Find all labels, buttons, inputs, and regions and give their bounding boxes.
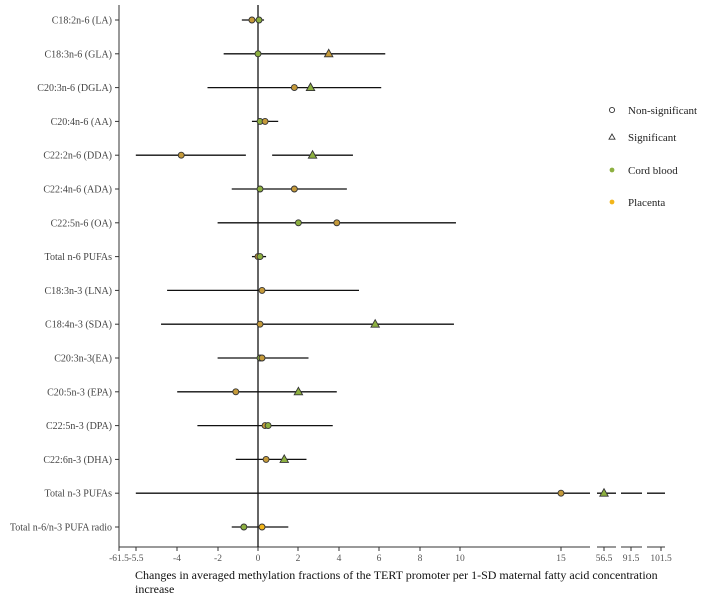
forest-row: [235, 453, 307, 463]
x-tick-label: -4: [173, 554, 181, 564]
x-tick-label: 101.5: [650, 554, 672, 564]
x-tick-label: 91.5: [623, 554, 640, 564]
legend-label: Cord blood: [628, 165, 678, 177]
forest-row: [167, 286, 359, 294]
forest-row: [177, 386, 337, 396]
x-axis-title: Changes in averaged methylation fraction…: [135, 568, 658, 596]
x-tick-label: -5.5: [128, 554, 143, 564]
forest-row: [231, 185, 347, 193]
legend-dot-symbol: [609, 167, 615, 173]
row-label: C20:5n-3 (EPA): [47, 387, 112, 398]
forest-row: [135, 149, 353, 159]
row-label: C22:5n-3 (DPA): [46, 421, 112, 432]
axis-break: [642, 545, 647, 549]
non-significant-point: [255, 16, 263, 24]
x-tick-label: 0: [256, 554, 261, 564]
x-tick-label: 15: [556, 554, 566, 564]
row-label: C18:3n-3 (LNA): [45, 286, 113, 297]
x-tick-label: 6: [377, 554, 382, 564]
non-significant-point: [177, 151, 185, 159]
axis-break-marks: [590, 545, 647, 549]
axis-break: [590, 545, 597, 549]
non-significant-point: [256, 320, 264, 328]
forest-row: [207, 82, 382, 92]
x-axis-ticks: -61.5 -5.5 -4 -2 0 2 4 6 8 10 15 56.5 91.5 101.5: [109, 547, 672, 564]
x-tick-label: 2: [296, 554, 301, 564]
row-label: C20:3n-6 (DGLA): [37, 83, 112, 94]
non-significant-point: [256, 253, 264, 261]
forest-row: [217, 354, 309, 362]
row-label: C18:4n-3 (SDA): [45, 320, 112, 331]
row-label: Total n-3 PUFAs: [45, 489, 113, 500]
non-significant-point: [254, 50, 262, 58]
non-significant-point: [248, 16, 256, 24]
row-label: C18:2n-6 (LA): [52, 16, 112, 27]
non-significant-point: [290, 185, 298, 193]
forest-row: [241, 16, 265, 24]
row-label: C20:3n-3(EA): [54, 354, 112, 365]
forest-row: [251, 253, 267, 261]
forest-row: [231, 523, 289, 531]
non-significant-point: [258, 354, 266, 362]
legend: Non-significant Significant Cord blood Plac…: [608, 105, 697, 209]
row-label: C22:5n-6 (OA): [51, 218, 112, 229]
row-label: Total n-6/n-3 PUFA radio: [10, 523, 112, 534]
non-significant-point: [258, 286, 266, 294]
significant-point: [370, 318, 381, 328]
forest-row: [161, 318, 454, 328]
non-significant-point: [258, 523, 266, 531]
non-significant-point: [256, 185, 264, 193]
forest-row: [251, 117, 279, 125]
forest-row: [217, 219, 456, 227]
non-significant-point: [290, 84, 298, 92]
non-significant-point: [294, 219, 302, 227]
row-label: C22:2n-6 (DDA): [43, 151, 112, 162]
x-tick-label: 56.5: [596, 554, 613, 564]
non-significant-point: [262, 455, 270, 463]
significant-point: [293, 386, 304, 396]
x-tick-label: -2: [214, 554, 222, 564]
forest-row: [135, 487, 665, 497]
row-label: Total n-6 PUFAs: [45, 252, 113, 263]
legend-label: Placenta: [628, 197, 665, 209]
legend-triangle-symbol: [608, 133, 616, 140]
legend-label: Significant: [628, 132, 676, 144]
forest-row: [197, 422, 333, 430]
non-significant-point: [232, 388, 240, 396]
x-tick-label: 4: [337, 554, 342, 564]
row-label: C18:3n-6 (GLA): [45, 49, 113, 60]
forest-rows: [135, 16, 665, 531]
axis-break: [616, 545, 621, 549]
significant-point: [279, 453, 290, 463]
non-significant-point: [240, 523, 248, 531]
row-label: C20:4n-6 (AA): [51, 117, 112, 128]
x-tick-label: 8: [418, 554, 423, 564]
legend-label: Non-significant: [628, 105, 697, 117]
significant-point: [305, 82, 316, 92]
significant-point: [599, 487, 609, 497]
x-tick-label: -61.5: [109, 554, 129, 564]
legend-circle-symbol: [608, 106, 616, 114]
row-label: C22:4n-6 (ADA): [43, 185, 112, 196]
forest-row: [223, 48, 386, 58]
x-tick-label: 10: [455, 554, 465, 564]
legend-dot-symbol: [609, 199, 615, 205]
y-axis-ticks: C18:2n-6 (LA) C18:3n-6 (GLA) C20:3n-6 (DGL…: [10, 16, 119, 534]
row-label: C22:6n-3 (DHA): [43, 455, 112, 466]
non-significant-point: [557, 489, 565, 497]
non-significant-point: [333, 219, 341, 227]
non-significant-point: [264, 422, 272, 430]
non-significant-point: [261, 117, 269, 125]
significant-point: [307, 149, 318, 159]
significant-point: [323, 48, 334, 58]
